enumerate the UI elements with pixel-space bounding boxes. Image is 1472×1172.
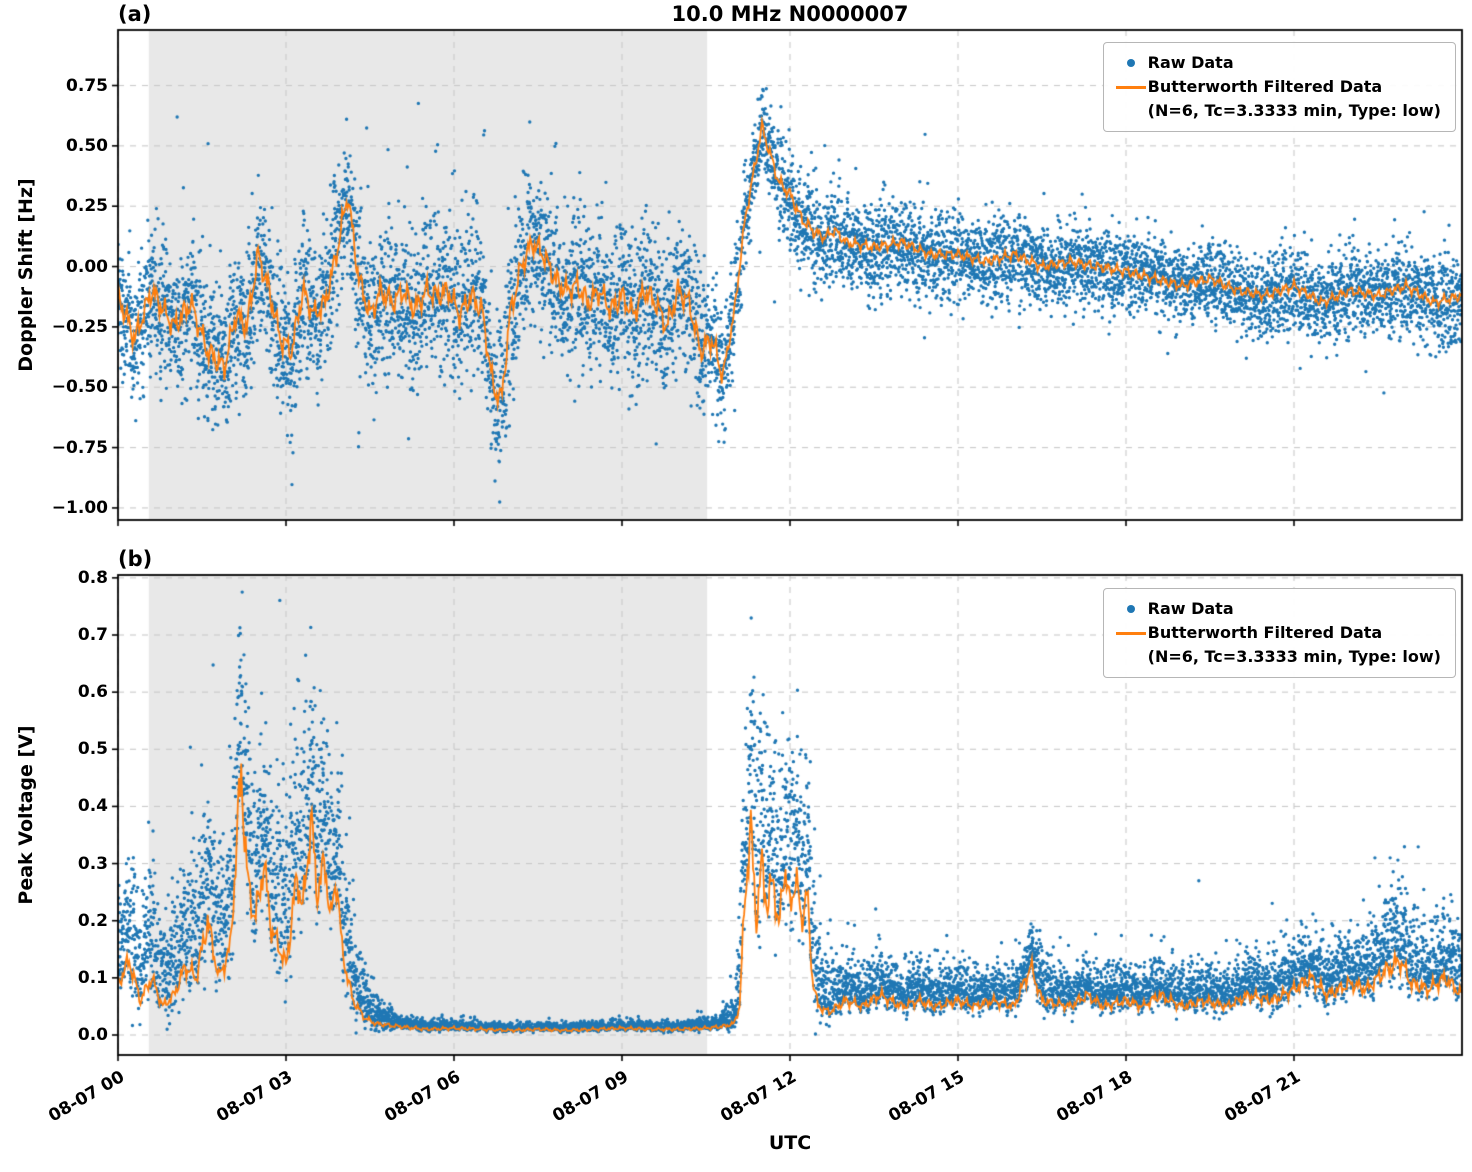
raw-data-marker-icon (1114, 59, 1148, 67)
panel-a-label: (a) (118, 2, 152, 26)
legend-raw-entry: Raw Data (1114, 597, 1441, 621)
legend-raw-label: Raw Data (1147, 599, 1234, 618)
legend-raw-entry: Raw Data (1114, 51, 1441, 75)
legend-filtered-label: Butterworth Filtered Data (1147, 623, 1383, 642)
filtered-line-marker-icon (1114, 631, 1148, 635)
legend-filtered-params-label: (N=6, Tc=3.3333 min, Type: low) (1147, 101, 1441, 120)
legend-filtered-params: (N=6, Tc=3.3333 min, Type: low) (1114, 645, 1441, 669)
y-axis-label-voltage: Peak Voltage [V] (15, 725, 37, 905)
filtered-line-marker-icon (1114, 85, 1148, 89)
raw-data-marker-icon (1114, 605, 1148, 613)
legend-filtered-params-label: (N=6, Tc=3.3333 min, Type: low) (1147, 647, 1441, 666)
legend-filtered-params: (N=6, Tc=3.3333 min, Type: low) (1114, 99, 1441, 123)
legend-filtered-label: Butterworth Filtered Data (1147, 77, 1383, 96)
legend-panel-b: Raw Data Butterworth Filtered Data (N=6,… (1102, 588, 1456, 678)
chart-title: 10.0 MHz N0000007 (671, 2, 909, 26)
y-axis-label-doppler: Doppler Shift [Hz] (15, 178, 37, 372)
x-axis-label: UTC (768, 1132, 812, 1154)
panel-b-label: (b) (118, 547, 153, 571)
legend-raw-label: Raw Data (1147, 53, 1234, 72)
legend-panel-a: Raw Data Butterworth Filtered Data (N=6,… (1102, 42, 1456, 132)
legend-filtered-entry: Butterworth Filtered Data (1114, 621, 1441, 645)
legend-filtered-entry: Butterworth Filtered Data (1114, 75, 1441, 99)
